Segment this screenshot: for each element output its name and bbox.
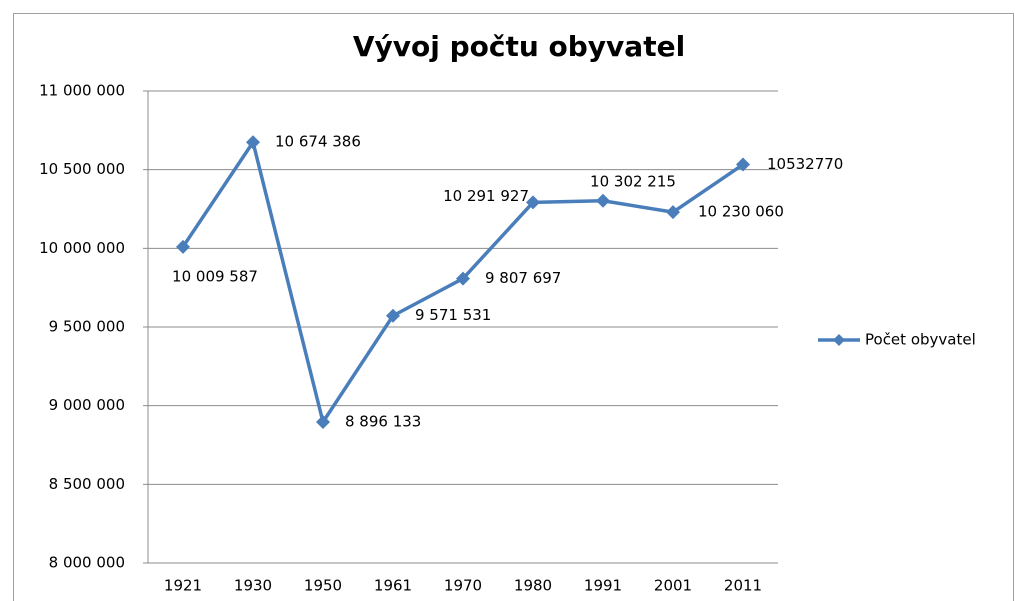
data-label: 8 896 133 xyxy=(345,413,421,431)
data-label: 9 807 697 xyxy=(485,269,561,287)
x-tick-label: 1991 xyxy=(584,577,622,595)
y-tick-label: 10 500 000 xyxy=(39,160,125,178)
legend-marker xyxy=(833,334,845,346)
y-tick-label: 9 000 000 xyxy=(49,396,125,414)
y-tick-label: 10 000 000 xyxy=(39,239,125,257)
data-point xyxy=(176,239,190,254)
y-tick-label: 9 500 000 xyxy=(49,318,125,336)
data-point xyxy=(456,271,470,286)
x-tick-label: 2001 xyxy=(654,577,692,595)
x-tick-label: 1921 xyxy=(164,577,202,595)
data-label: 10532770 xyxy=(767,155,843,173)
data-point xyxy=(246,135,260,150)
x-tick-label: 1970 xyxy=(444,577,482,595)
legend-label: Počet obyvatel xyxy=(865,331,976,349)
data-point xyxy=(316,415,330,430)
y-tick-label: 11 000 000 xyxy=(39,82,125,100)
data-label: 10 302 215 xyxy=(590,172,676,190)
data-label: 10 230 060 xyxy=(698,203,784,221)
data-label: 10 674 386 xyxy=(275,133,361,151)
y-tick-label: 8 000 000 xyxy=(49,554,125,572)
x-tick-label: 1930 xyxy=(234,577,272,595)
x-tick-label: 1950 xyxy=(304,577,342,595)
x-tick-label: 2011 xyxy=(724,577,762,595)
data-point xyxy=(736,157,750,172)
data-label: 10 291 927 xyxy=(443,187,529,205)
x-tick-label: 1980 xyxy=(514,577,552,595)
chart-title: Vývoj počtu obyvatel xyxy=(353,30,685,63)
y-tick-label: 8 500 000 xyxy=(49,475,125,493)
data-point xyxy=(526,195,540,210)
data-label: 9 571 531 xyxy=(415,306,491,324)
chart-border xyxy=(13,13,1014,601)
data-point xyxy=(666,205,680,220)
data-point xyxy=(596,193,610,208)
data-point xyxy=(386,308,400,323)
x-tick-label: 1961 xyxy=(374,577,412,595)
data-label: 10 009 587 xyxy=(172,267,258,285)
